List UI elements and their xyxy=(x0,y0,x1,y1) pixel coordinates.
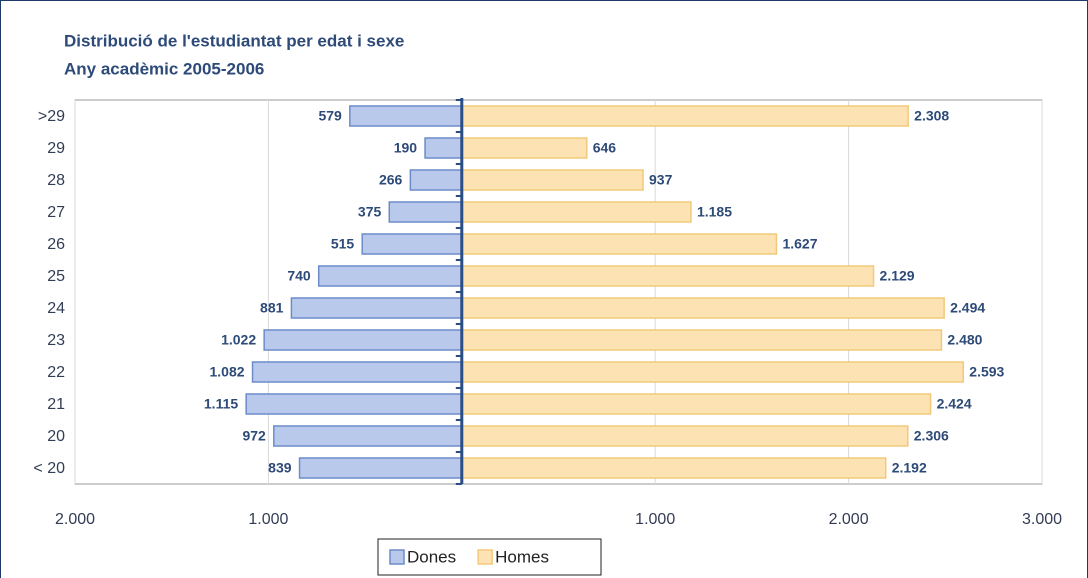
bar xyxy=(263,329,463,351)
chart-title: Distribució de l'estudiantat per edat i … xyxy=(64,31,404,50)
bar xyxy=(273,425,463,447)
bar xyxy=(461,297,945,319)
bar xyxy=(290,297,463,319)
value-label: 1.185 xyxy=(697,204,732,220)
bar xyxy=(461,329,943,351)
y-tick-label: 24 xyxy=(47,300,65,317)
bar xyxy=(461,105,909,127)
bar xyxy=(461,393,932,415)
y-tick-label: 23 xyxy=(47,332,65,349)
value-label: 375 xyxy=(358,204,382,220)
bar xyxy=(461,233,778,255)
value-label: 1.022 xyxy=(221,332,256,348)
value-label: 937 xyxy=(649,172,673,188)
bar xyxy=(388,201,463,223)
value-label: 646 xyxy=(593,140,617,156)
bar xyxy=(424,137,463,159)
value-label: 839 xyxy=(268,460,292,476)
legend-swatch xyxy=(389,549,405,565)
value-label: 2.480 xyxy=(947,332,982,348)
bar xyxy=(245,393,463,415)
y-tick-label: 22 xyxy=(47,364,65,381)
value-label: 2.593 xyxy=(969,364,1004,380)
x-tick-label: 1.000 xyxy=(635,511,675,528)
value-label: 2.306 xyxy=(914,428,949,444)
bar xyxy=(461,201,692,223)
value-label: 881 xyxy=(260,300,284,316)
bar xyxy=(361,233,463,255)
value-label: 190 xyxy=(394,140,418,156)
y-tick-label: 21 xyxy=(47,396,65,413)
legend-label: Homes xyxy=(495,547,549,566)
value-label: 2.192 xyxy=(892,460,927,476)
y-tick-label: 29 xyxy=(47,140,65,157)
value-label: 740 xyxy=(287,268,311,284)
legend-swatch xyxy=(477,549,493,565)
x-tick-label: 2.000 xyxy=(55,511,95,528)
y-tick-label: 25 xyxy=(47,268,65,285)
legend-label: Dones xyxy=(407,547,456,566)
bar xyxy=(461,361,965,383)
bar xyxy=(461,137,588,159)
value-label: 579 xyxy=(318,108,342,124)
bar xyxy=(349,105,463,127)
bar xyxy=(409,169,463,191)
value-label: 972 xyxy=(242,428,266,444)
bar xyxy=(298,457,463,479)
bar xyxy=(251,361,463,383)
y-tick-label: 20 xyxy=(47,428,65,445)
value-label: 2.129 xyxy=(880,268,915,284)
x-tick-label: 2.000 xyxy=(829,511,869,528)
y-tick-label: 27 xyxy=(47,204,65,221)
value-label: 1.115 xyxy=(204,396,238,412)
y-tick-label: < 20 xyxy=(33,460,65,477)
bar xyxy=(461,169,644,191)
chart-subtitle: Any acadèmic 2005-2006 xyxy=(64,59,264,78)
x-tick-label: 1.000 xyxy=(248,511,288,528)
plot-area xyxy=(74,99,1043,485)
bar xyxy=(461,425,909,447)
y-tick-label: >29 xyxy=(38,108,65,125)
value-label: 2.424 xyxy=(937,396,972,412)
bar xyxy=(461,265,875,287)
value-label: 515 xyxy=(331,236,355,252)
x-tick-label: 3.000 xyxy=(1022,511,1062,528)
value-label: 1.082 xyxy=(209,364,244,380)
y-tick-label: 26 xyxy=(47,236,65,253)
value-label: 266 xyxy=(379,172,403,188)
value-label: 2.494 xyxy=(950,300,985,316)
value-label: 1.627 xyxy=(782,236,817,252)
bar xyxy=(317,265,463,287)
y-tick-label: 28 xyxy=(47,172,65,189)
bar xyxy=(461,457,887,479)
value-label: 2.308 xyxy=(914,108,949,124)
